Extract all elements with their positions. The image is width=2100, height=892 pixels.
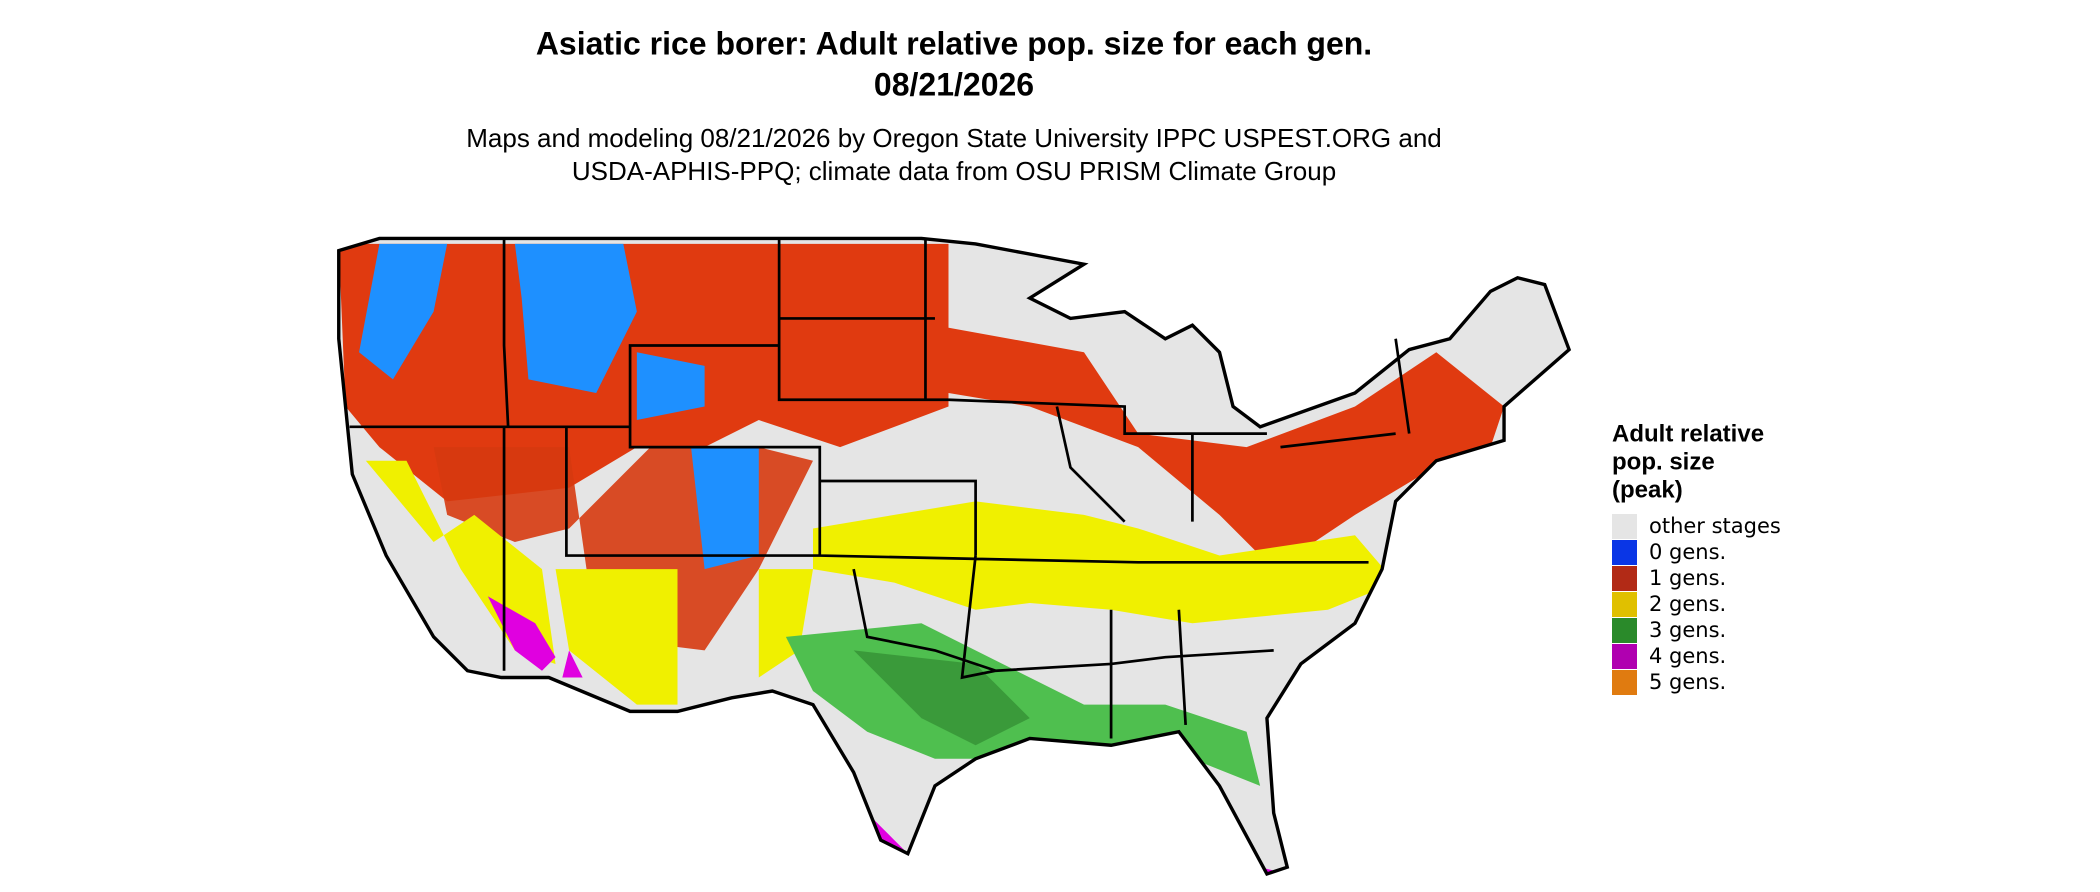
legend-label: 4 gens. bbox=[1649, 644, 1726, 668]
legend-swatch bbox=[1612, 592, 1637, 617]
legend-label: 3 gens. bbox=[1649, 618, 1726, 642]
legend-label: 5 gens. bbox=[1649, 670, 1726, 694]
legend-swatch bbox=[1612, 540, 1637, 565]
title: Asiatic rice borer: Adult relative pop. … bbox=[536, 25, 1372, 61]
legend-swatch bbox=[1612, 514, 1637, 539]
legend-swatch bbox=[1612, 566, 1637, 591]
legend-label: other stages bbox=[1649, 514, 1781, 538]
subtitle: Maps and modeling 08/21/2026 by Oregon S… bbox=[466, 123, 1442, 153]
legend-label: 1 gens. bbox=[1649, 566, 1726, 590]
legend-swatch bbox=[1612, 618, 1637, 643]
legend-label: 2 gens. bbox=[1649, 592, 1726, 616]
subtitle: USDA-APHIS-PPQ; climate data from OSU PR… bbox=[572, 156, 1336, 186]
legend-swatch bbox=[1612, 644, 1637, 669]
legend-swatch bbox=[1612, 670, 1637, 695]
legend-title: Adult relative bbox=[1612, 420, 1764, 447]
legend-title: pop. size bbox=[1612, 448, 1715, 475]
legend-title: (peak) bbox=[1612, 476, 1683, 503]
title-date: 08/21/2026 bbox=[874, 66, 1034, 102]
us-map bbox=[337, 236, 1572, 877]
legend-label: 0 gens. bbox=[1649, 540, 1726, 564]
